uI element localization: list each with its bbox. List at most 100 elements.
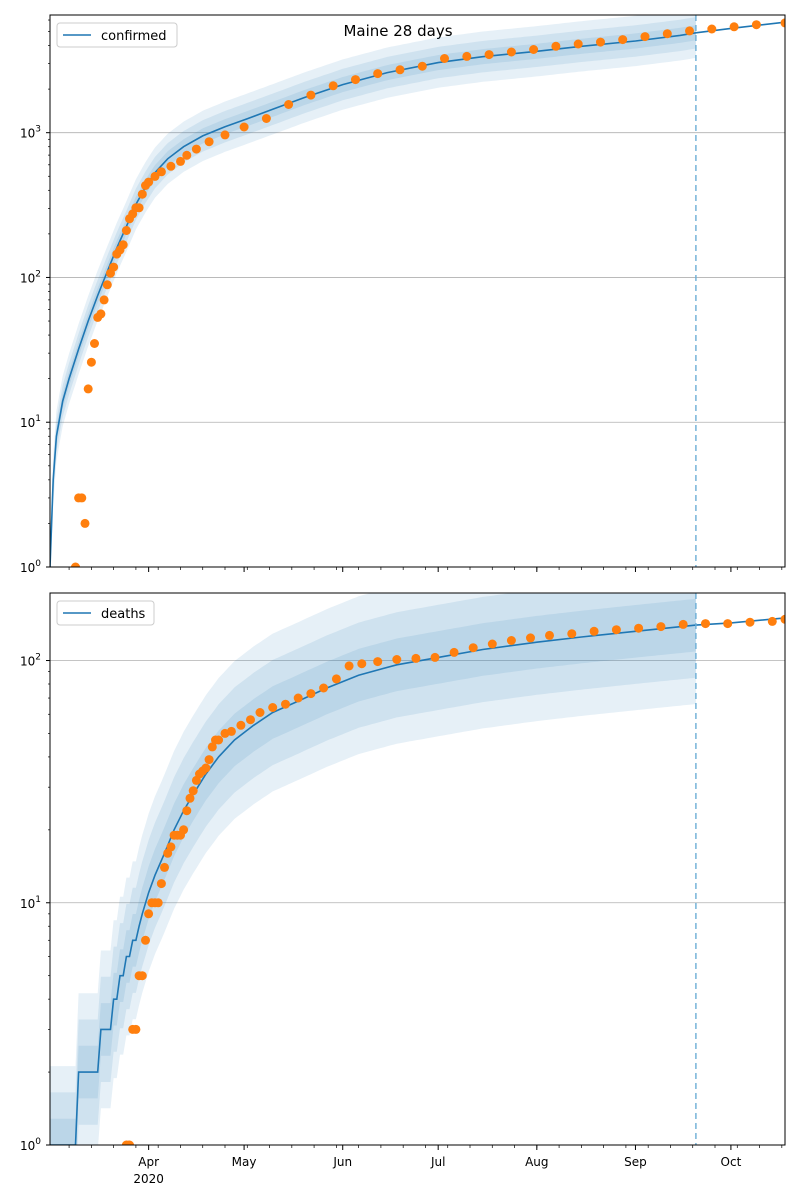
- deaths-data-point: [589, 626, 599, 636]
- deaths-data-point: [319, 683, 329, 693]
- deaths-data-point: [468, 643, 478, 653]
- deaths-y-tick-label: 100: [20, 1137, 41, 1153]
- deaths-data-point: [411, 653, 421, 663]
- confirmed-data-point: [351, 75, 360, 85]
- deaths-data-point: [141, 935, 150, 945]
- deaths-data-point: [567, 629, 577, 639]
- x-tick-label: Oct: [721, 1155, 742, 1169]
- confirmed-legend-label: confirmed: [101, 29, 167, 44]
- confirmed-data-point: [395, 65, 405, 75]
- deaths-data-point: [185, 793, 195, 803]
- confirmed-data-point: [96, 309, 106, 319]
- confirmed-data-point: [573, 39, 583, 49]
- deaths-uncertainty-band: [50, 593, 696, 1145]
- deaths-data-point: [144, 909, 154, 919]
- deaths-data-point: [204, 755, 214, 765]
- deaths-y-tick-label: 101: [20, 895, 41, 911]
- deaths-data-point: [246, 715, 255, 725]
- confirmed-data-point: [109, 262, 119, 272]
- confirmed-legend-box: [56, 22, 178, 48]
- deaths-data-point: [767, 616, 777, 626]
- x-tick-label: May: [232, 1155, 257, 1169]
- confirmed-data-point: [83, 384, 93, 394]
- confirmed-uncertainty-band: [50, 15, 696, 567]
- deaths-data-point: [306, 689, 316, 699]
- confirmed-data-point: [220, 130, 230, 140]
- deaths-uncertainty-band: [50, 593, 696, 1145]
- confirmed-data-point: [121, 226, 131, 235]
- deaths-data-point: [156, 879, 166, 889]
- confirmed-data-point: [80, 518, 90, 528]
- confirmed-data-point: [150, 171, 160, 181]
- deaths-data-point: [160, 862, 169, 872]
- confirmed-data-point: [596, 37, 605, 47]
- deaths-data-point: [392, 655, 402, 664]
- deaths-data-point: [166, 842, 176, 852]
- confirmed-data-point: [780, 18, 785, 28]
- confirmed-data-point: [77, 493, 87, 503]
- deaths-data-point: [331, 674, 341, 684]
- confirmed-data-point: [239, 122, 249, 132]
- confirmed-data-point: [506, 47, 516, 57]
- deaths-data-point: [723, 619, 733, 629]
- x-tick-label: Sep: [624, 1155, 647, 1169]
- deaths-data-point: [125, 1140, 134, 1145]
- confirmed-model-line: [50, 21, 785, 567]
- deaths-y-tick-label: 102: [20, 653, 41, 669]
- confirmed-data-point: [707, 24, 717, 34]
- deaths-data-point: [611, 625, 621, 635]
- confirmed-data-point: [685, 26, 694, 36]
- deaths-data-point: [545, 630, 554, 640]
- deaths-data-point: [656, 622, 666, 632]
- deaths-legend: deaths: [56, 600, 155, 626]
- deaths-data-point: [293, 693, 303, 703]
- confirmed-data-point: [102, 280, 112, 290]
- confirmed-data-point: [484, 50, 494, 60]
- deaths-data-point: [182, 806, 192, 816]
- deaths-legend-label: deaths: [101, 607, 146, 622]
- deaths-data-point: [701, 619, 710, 629]
- deaths-data-point: [487, 639, 497, 649]
- deaths-data-point: [745, 617, 755, 627]
- confirmed-y-tick-label: 102: [20, 269, 41, 285]
- deaths-data-point: [131, 1024, 141, 1034]
- deaths-legend-box: [56, 600, 155, 626]
- confirmed-data-point: [640, 32, 650, 42]
- confirmed-data-point: [306, 90, 316, 100]
- deaths-data-point: [357, 659, 367, 669]
- deaths-data-point: [526, 633, 535, 643]
- deaths-data-point: [373, 657, 383, 667]
- confirmed-data-point: [176, 156, 185, 166]
- confirmed-legend: confirmed: [56, 22, 178, 48]
- deaths-data-point: [179, 825, 189, 835]
- confirmed-data-point: [440, 54, 449, 63]
- confirmed-y-tick-label: 103: [20, 125, 41, 141]
- deaths-axes-frame: [49, 592, 786, 1146]
- deaths-data-point: [201, 763, 211, 773]
- confirmed-data-point: [144, 177, 154, 187]
- x-tick-label: Jul: [430, 1155, 445, 1169]
- confirmed-data-point: [71, 562, 80, 567]
- deaths-data-point: [506, 636, 516, 645]
- confirmed-panel: 100 101 102 103 confirmed: [20, 14, 786, 575]
- confirmed-data-point: [204, 137, 214, 147]
- deaths-data-point: [678, 619, 688, 629]
- confirmed-data-point: [662, 29, 672, 39]
- confirmed-data-point: [529, 45, 539, 54]
- confirmed-data-point: [373, 69, 383, 79]
- confirmed-data-point: [729, 22, 739, 32]
- deaths-data-point: [188, 786, 198, 796]
- deaths-uncertainty-band: [50, 598, 696, 1145]
- x-axis-labels: Apr May Jun Jul Aug Sep Oct 2020: [133, 1155, 741, 1186]
- deaths-data-point: [430, 652, 440, 662]
- deaths-data-point: [281, 699, 290, 709]
- x-year-label: 2020: [133, 1172, 164, 1186]
- deaths-data-point: [236, 720, 246, 730]
- confirmed-plot-area: [50, 15, 785, 567]
- x-tick-label: Jun: [332, 1155, 352, 1169]
- deaths-data-point: [634, 623, 644, 633]
- confirmed-data-point: [284, 100, 294, 109]
- deaths-model-line: [50, 617, 785, 1145]
